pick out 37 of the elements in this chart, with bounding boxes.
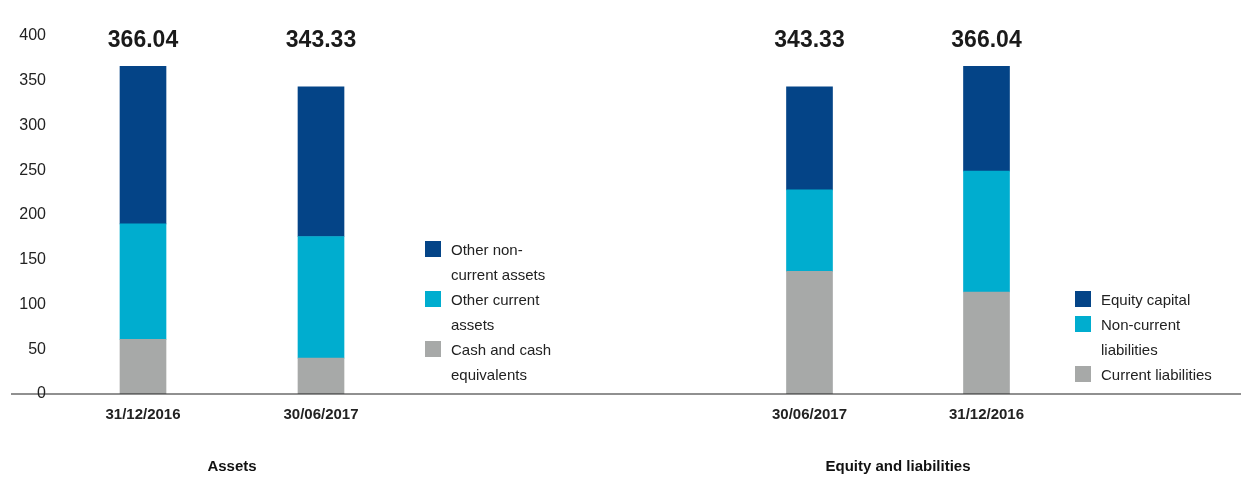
x-tick-label: 30/06/2017 bbox=[283, 405, 359, 423]
bar bbox=[297, 86, 345, 237]
y-tick-label: 0 bbox=[37, 384, 47, 402]
y-tick-label: 400 bbox=[19, 26, 47, 44]
x-tick-label: 30/06/2017 bbox=[771, 405, 848, 423]
y-tick-label: 300 bbox=[19, 115, 47, 133]
x-axis-title: Assets bbox=[207, 457, 257, 475]
x-tick-label: 31/12/2016 bbox=[948, 405, 1025, 423]
bar bbox=[963, 291, 1010, 394]
legend-label: Non-current liabilities bbox=[1101, 315, 1182, 360]
legend-label: Equity capital bbox=[1101, 290, 1191, 310]
legend-label: Other current assets bbox=[451, 290, 541, 335]
legend-label: Current liabilities bbox=[1101, 365, 1212, 385]
bar bbox=[963, 66, 1010, 172]
bar bbox=[786, 189, 833, 272]
total-label: 366.04 bbox=[951, 25, 1022, 52]
y-tick-label: 100 bbox=[19, 294, 47, 312]
bar bbox=[119, 223, 167, 340]
bar bbox=[119, 66, 167, 225]
bar bbox=[119, 339, 167, 394]
bar bbox=[786, 86, 833, 191]
bar bbox=[963, 170, 1010, 293]
y-tick-label: 350 bbox=[19, 71, 47, 89]
bar bbox=[297, 357, 345, 394]
total-label: 343.33 bbox=[285, 25, 357, 52]
x-tick-label: 31/12/2016 bbox=[105, 405, 181, 423]
y-tick-label: 200 bbox=[19, 205, 47, 223]
bar bbox=[786, 271, 833, 394]
x-axis-title: Equity and liabilities bbox=[825, 457, 971, 475]
total-label: 366.04 bbox=[107, 25, 179, 52]
legend-label: Other non-current assets bbox=[451, 240, 547, 285]
total-label: 343.33 bbox=[774, 25, 845, 52]
legend-label: Cash and cash equivalents bbox=[451, 340, 553, 385]
y-tick-label: 150 bbox=[19, 250, 47, 268]
bar bbox=[297, 236, 345, 359]
y-tick-label: 50 bbox=[28, 339, 47, 357]
y-tick-label: 250 bbox=[19, 160, 47, 178]
